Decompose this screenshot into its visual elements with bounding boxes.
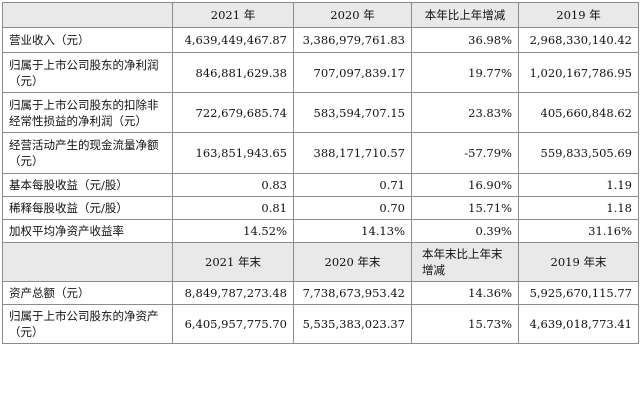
row-label: 基本每股收益（元/股）: [2, 173, 173, 197]
cell-2019: 1,020,167,786.95: [518, 52, 639, 93]
header-2019: 2019 年: [518, 2, 639, 28]
header-2019-end: 2019 年末: [518, 242, 639, 282]
header-change: 本年比上年增减: [411, 2, 519, 28]
cell-change-end: 15.73%: [411, 304, 519, 344]
cell-change: 19.77%: [411, 52, 519, 93]
cell-change: -57.79%: [411, 132, 519, 174]
table-row: 营业收入（元） 4,639,449,467.87 3,386,979,761.8…: [2, 27, 639, 53]
cell-2021: 163,851,943.65: [172, 132, 294, 174]
cell-2019: 559,833,505.69: [518, 132, 639, 174]
cell-2019-end: 5,925,670,115.77: [518, 281, 639, 305]
row-label: 归属于上市公司股东的净利润（元）: [2, 52, 173, 93]
header-blank-cell: [2, 2, 173, 28]
table-row: 稀释每股收益（元/股） 0.81 0.70 15.71% 1.18: [2, 196, 639, 220]
cell-2021: 722,679,685.74: [172, 92, 294, 133]
cell-2021-end: 6,405,957,775.70: [172, 304, 294, 344]
row-label: 稀释每股收益（元/股）: [2, 196, 173, 220]
header-change-end: 本年末比上年末增减: [411, 242, 519, 282]
row-label: 经营活动产生的现金流量净额（元）: [2, 132, 173, 174]
row-label: 归属于上市公司股东的扣除非经常性损益的净利润（元）: [2, 92, 173, 133]
cell-2020: 0.71: [293, 173, 412, 197]
row-label: 加权平均净资产收益率: [2, 219, 173, 243]
table-header-row: 2021 年末 2020 年末 本年末比上年末增减 2019 年末: [2, 242, 639, 282]
header-blank-cell: [2, 242, 173, 282]
cell-2021: 4,639,449,467.87: [172, 27, 294, 53]
cell-change: 16.90%: [411, 173, 519, 197]
cell-2021: 846,881,629.38: [172, 52, 294, 93]
table-header-row: 2021 年 2020 年 本年比上年增减 2019 年: [2, 2, 639, 28]
table-row: 基本每股收益（元/股） 0.83 0.71 16.90% 1.19: [2, 173, 639, 197]
row-label: 营业收入（元）: [2, 27, 173, 53]
table-row: 归属于上市公司股东的扣除非经常性损益的净利润（元） 722,679,685.74…: [2, 92, 639, 133]
cell-2020: 3,386,979,761.83: [293, 27, 412, 53]
cell-2019: 1.19: [518, 173, 639, 197]
cell-2020: 0.70: [293, 196, 412, 220]
cell-2021: 0.81: [172, 196, 294, 220]
header-2021-end: 2021 年末: [172, 242, 294, 282]
table-row: 经营活动产生的现金流量净额（元） 163,851,943.65 388,171,…: [2, 132, 639, 174]
financial-summary-table: 2021 年 2020 年 本年比上年增减 2019 年 营业收入（元） 4,6…: [2, 2, 639, 344]
cell-change: 15.71%: [411, 196, 519, 220]
cell-2021: 0.83: [172, 173, 294, 197]
header-2020-end: 2020 年末: [293, 242, 412, 282]
cell-2020-end: 7,738,673,953.42: [293, 281, 412, 305]
cell-change-end: 14.36%: [411, 281, 519, 305]
header-2021: 2021 年: [172, 2, 294, 28]
cell-2021-end: 8,849,787,273.48: [172, 281, 294, 305]
cell-2020: 14.13%: [293, 219, 412, 243]
cell-2020: 583,594,707.15: [293, 92, 412, 133]
table-row: 归属于上市公司股东的净利润（元） 846,881,629.38 707,097,…: [2, 52, 639, 93]
cell-change: 0.39%: [411, 219, 519, 243]
row-label: 归属于上市公司股东的净资产（元）: [2, 304, 173, 344]
row-label: 资产总额（元）: [2, 281, 173, 305]
cell-change: 36.98%: [411, 27, 519, 53]
cell-2019: 31.16%: [518, 219, 639, 243]
cell-2019: 2,968,330,140.42: [518, 27, 639, 53]
cell-2020-end: 5,535,383,023.37: [293, 304, 412, 344]
cell-2019: 1.18: [518, 196, 639, 220]
cell-change: 23.83%: [411, 92, 519, 133]
cell-2019-end: 4,639,018,773.41: [518, 304, 639, 344]
cell-2020: 707,097,839.17: [293, 52, 412, 93]
header-2020: 2020 年: [293, 2, 412, 28]
table-row: 归属于上市公司股东的净资产（元） 6,405,957,775.70 5,535,…: [2, 304, 639, 344]
cell-2020: 388,171,710.57: [293, 132, 412, 174]
table-row: 加权平均净资产收益率 14.52% 14.13% 0.39% 31.16%: [2, 219, 639, 243]
cell-2021: 14.52%: [172, 219, 294, 243]
cell-2019: 405,660,848.62: [518, 92, 639, 133]
table-row: 资产总额（元） 8,849,787,273.48 7,738,673,953.4…: [2, 281, 639, 305]
